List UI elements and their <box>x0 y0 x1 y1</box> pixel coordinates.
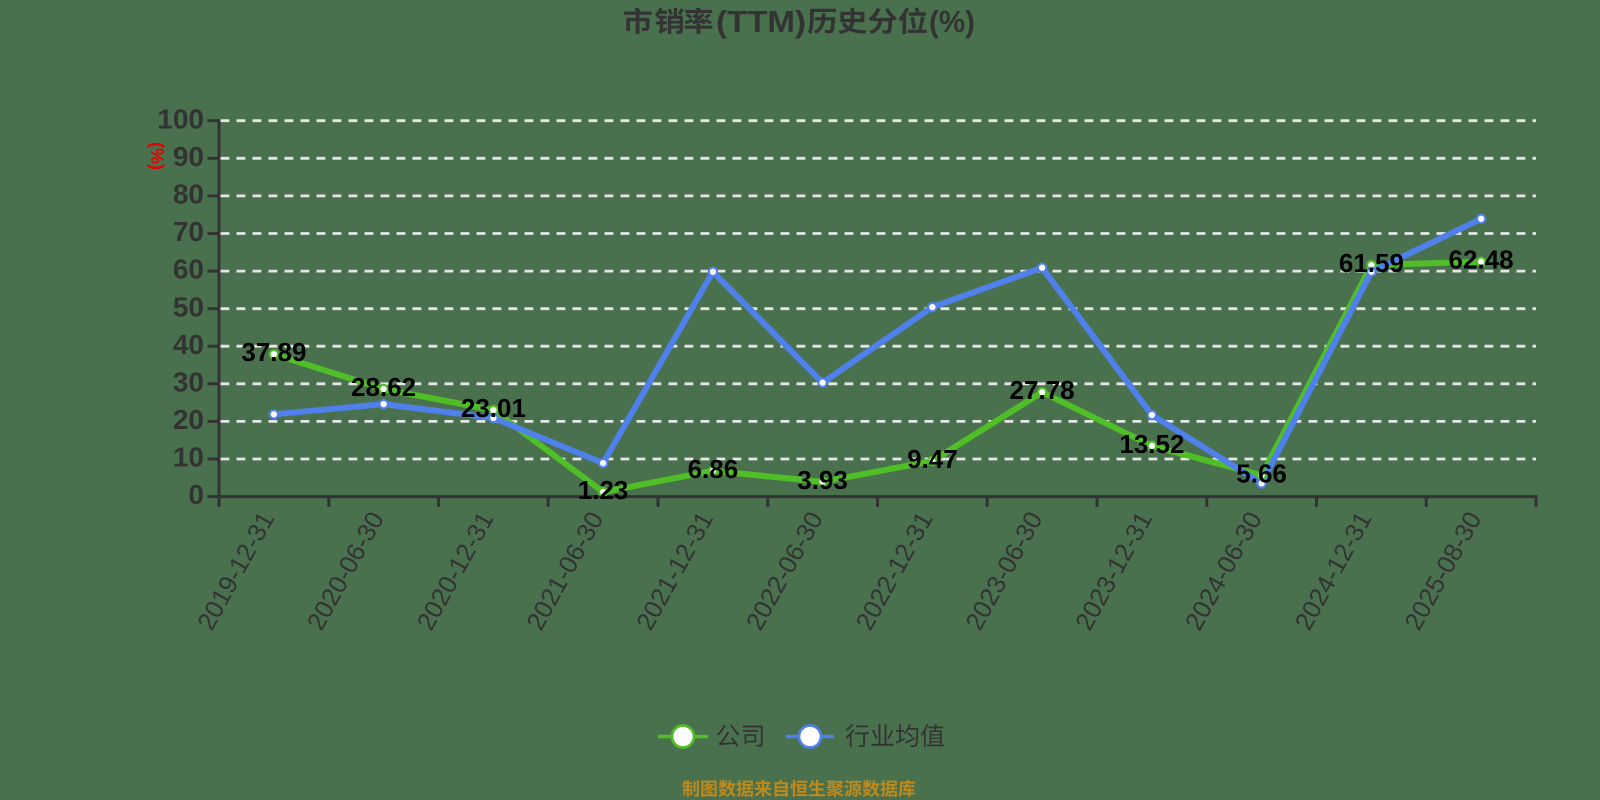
svg-text:(%): (%) <box>147 142 167 170</box>
svg-text:(%): (%) <box>929 4 975 39</box>
svg-text:37.89: 37.89 <box>241 337 306 367</box>
svg-text:0: 0 <box>188 479 204 510</box>
svg-text:30: 30 <box>173 366 204 397</box>
svg-text:3.93: 3.93 <box>797 465 848 495</box>
svg-text:27.78: 27.78 <box>1010 375 1075 405</box>
svg-text:9.47: 9.47 <box>907 444 958 474</box>
svg-text:61.59: 61.59 <box>1339 248 1404 278</box>
svg-text:20: 20 <box>173 404 204 435</box>
svg-text:100: 100 <box>157 103 204 134</box>
svg-text:28.62: 28.62 <box>351 372 416 402</box>
svg-text:90: 90 <box>173 141 204 172</box>
svg-text:23.01: 23.01 <box>461 393 526 423</box>
svg-text:70: 70 <box>173 216 204 247</box>
svg-text:(TTM): (TTM) <box>716 4 806 39</box>
svg-text:13.52: 13.52 <box>1119 429 1184 459</box>
svg-text:80: 80 <box>173 179 204 210</box>
svg-text:60: 60 <box>173 254 204 285</box>
svg-text:6.86: 6.86 <box>688 454 739 484</box>
svg-text:1.23: 1.23 <box>578 475 629 505</box>
svg-text:5.66: 5.66 <box>1236 458 1287 488</box>
svg-text:62.48: 62.48 <box>1449 245 1514 275</box>
svg-text:40: 40 <box>173 329 204 360</box>
svg-text:50: 50 <box>173 291 204 322</box>
svg-text:10: 10 <box>173 442 204 473</box>
